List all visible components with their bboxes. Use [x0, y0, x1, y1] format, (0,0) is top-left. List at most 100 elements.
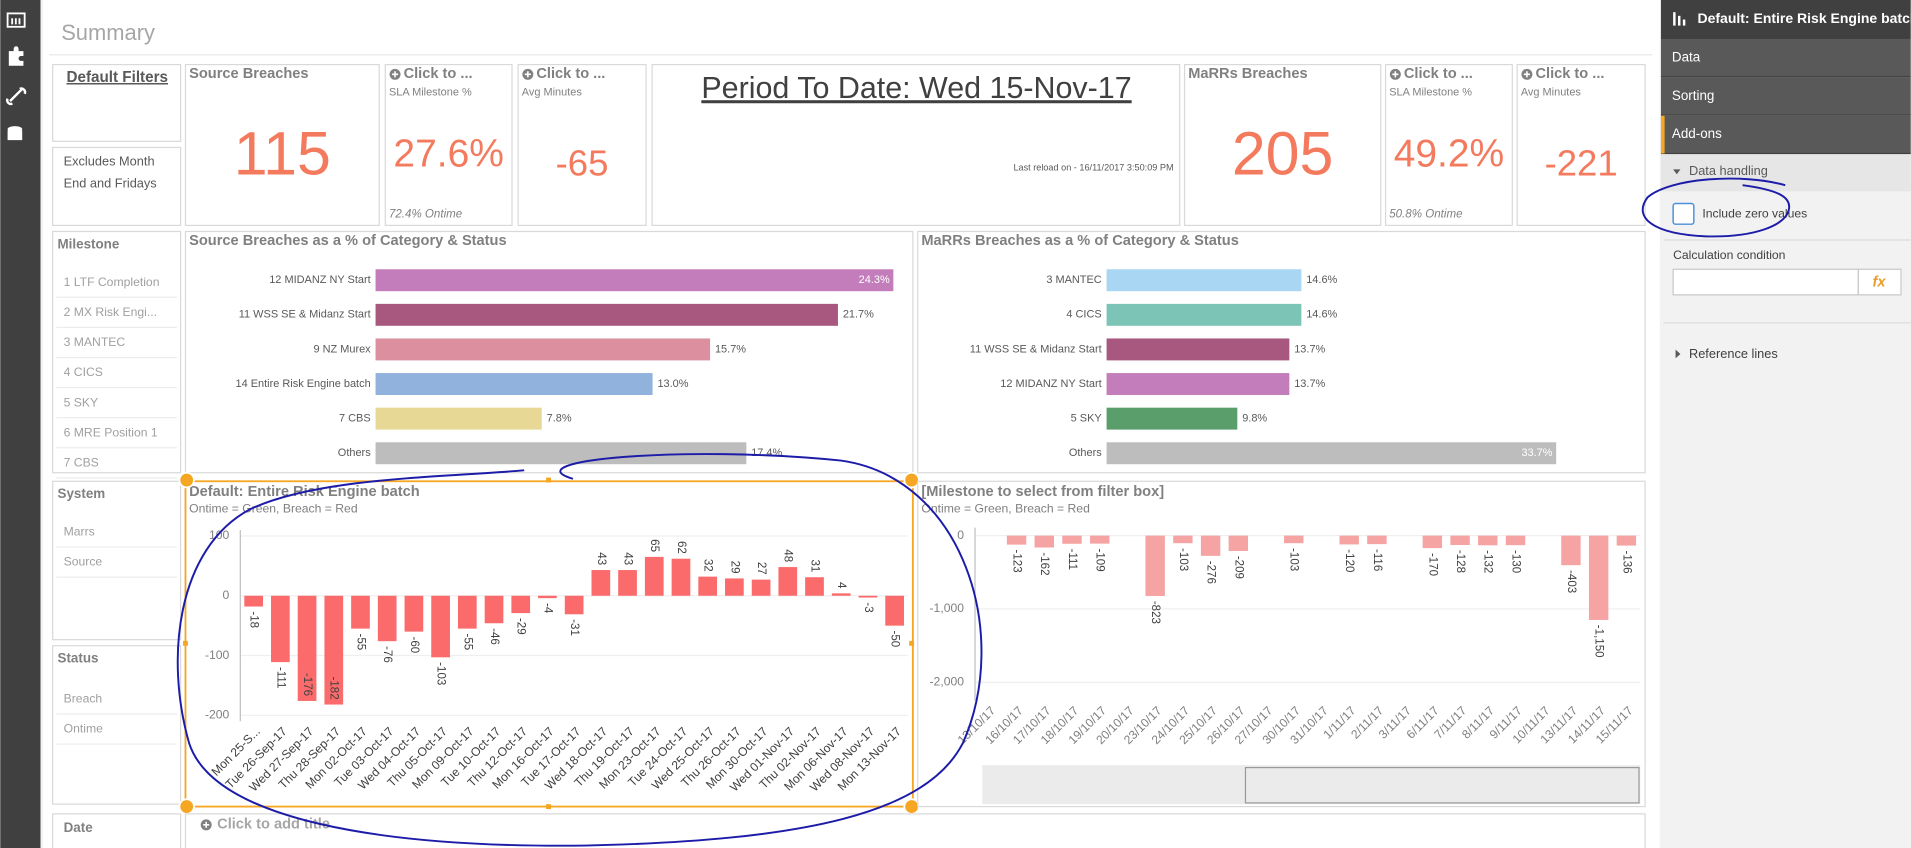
resize-handle-small[interactable] [183, 640, 188, 646]
resize-handle[interactable] [178, 471, 195, 489]
bar[interactable] [1106, 373, 1290, 396]
bar[interactable] [671, 558, 691, 596]
bar[interactable] [538, 595, 557, 599]
toolbar-icon[interactable] [6, 12, 26, 28]
bar[interactable] [511, 595, 531, 614]
tab-label[interactable]: Data [1672, 49, 1701, 64]
bar[interactable] [1006, 535, 1027, 545]
resize-handle-small[interactable] [546, 477, 551, 483]
resize-handle[interactable] [903, 798, 920, 815]
bar[interactable] [1062, 535, 1082, 544]
bar[interactable] [858, 595, 878, 598]
bar[interactable] [1616, 535, 1637, 546]
milestone-item[interactable]: 2 MX Risk Engi... [64, 305, 157, 319]
bar[interactable] [375, 442, 747, 465]
bar[interactable] [431, 595, 450, 658]
bar[interactable] [375, 269, 894, 292]
bar[interactable] [1505, 535, 1526, 546]
bar[interactable] [297, 595, 317, 701]
bar[interactable] [831, 593, 851, 596]
bar[interactable] [1561, 535, 1581, 566]
bar[interactable] [1228, 535, 1249, 551]
bar[interactable] [805, 577, 824, 596]
status-item[interactable]: Breach [64, 692, 103, 706]
bar[interactable] [375, 373, 653, 396]
milestone-item[interactable]: 7 CBS [64, 455, 99, 469]
resize-handle[interactable] [903, 471, 920, 489]
bar[interactable] [1106, 338, 1290, 361]
bar[interactable] [618, 570, 637, 596]
kpi-title[interactable]: Click to ... [1535, 66, 1604, 82]
bar[interactable] [1339, 535, 1359, 545]
bar[interactable] [698, 576, 718, 596]
resize-handle-small[interactable] [546, 804, 551, 810]
bar[interactable] [1106, 269, 1302, 292]
bar[interactable] [1034, 535, 1054, 548]
bar[interactable] [1367, 535, 1387, 545]
system-item[interactable]: Marrs [64, 525, 95, 539]
bar[interactable] [1106, 407, 1238, 430]
bar[interactable] [564, 595, 584, 615]
date-title: Date [64, 820, 93, 835]
bar[interactable] [725, 578, 744, 596]
bar[interactable] [1478, 535, 1498, 546]
bar[interactable] [484, 595, 504, 624]
milestone-item[interactable]: 5 SKY [64, 395, 99, 409]
kpi-title[interactable]: Click to ... [536, 66, 605, 82]
milestone-item[interactable]: 4 CICS [64, 365, 103, 379]
value-label: -823 [1149, 601, 1161, 624]
bar[interactable] [1588, 535, 1609, 620]
kpi-title[interactable]: Click to ... [1404, 66, 1473, 82]
resize-handle-small[interactable] [909, 640, 915, 646]
bar[interactable] [377, 595, 397, 642]
bar[interactable] [1422, 535, 1443, 549]
bar[interactable] [375, 303, 838, 326]
system-item[interactable]: Source [64, 555, 103, 569]
calc-input[interactable] [1672, 268, 1859, 296]
bar[interactable] [324, 595, 344, 705]
bar[interactable] [1090, 535, 1110, 544]
bar[interactable] [644, 556, 664, 596]
scroll-thumb[interactable] [1244, 766, 1640, 804]
bar[interactable] [1145, 535, 1165, 596]
tab[interactable] [1660, 77, 1911, 116]
kpi-title[interactable]: Click to ... [404, 66, 473, 82]
bar[interactable] [1106, 303, 1302, 326]
checkbox[interactable] [1672, 202, 1695, 225]
milestone-item[interactable]: 1 LTF Completion [64, 275, 160, 289]
bar[interactable] [1450, 535, 1470, 546]
toolbar-icon[interactable] [6, 87, 27, 106]
bar[interactable] [244, 595, 264, 607]
status-item[interactable]: Ontime [64, 722, 103, 736]
bar[interactable] [375, 407, 542, 430]
resize-handle[interactable] [178, 798, 195, 815]
add-title[interactable]: Click to add title [217, 817, 330, 833]
bar[interactable] [1106, 442, 1557, 465]
fx-button[interactable] [1857, 268, 1902, 296]
bar[interactable] [271, 595, 290, 663]
bar[interactable] [1284, 535, 1304, 544]
bar[interactable] [404, 595, 424, 632]
bar[interactable] [1173, 535, 1193, 544]
tab[interactable] [1660, 115, 1911, 154]
bar[interactable] [351, 595, 370, 629]
toolbar-icon[interactable] [8, 46, 24, 66]
milestone-item[interactable]: 6 MRE Position 1 [64, 425, 158, 439]
section-header[interactable] [1660, 154, 1911, 192]
tab-label[interactable]: Add-ons [1672, 126, 1722, 141]
tab-label[interactable]: Sorting [1672, 88, 1714, 103]
section-title[interactable]: Data handling [1689, 163, 1768, 178]
add-icon-plus [1392, 71, 1399, 78]
milestone-item[interactable]: 3 MANTEC [64, 335, 126, 349]
bar[interactable] [1200, 535, 1221, 556]
section-title[interactable]: Reference lines [1689, 346, 1778, 361]
category-label: Others [338, 447, 371, 459]
bar[interactable] [375, 338, 711, 361]
bar[interactable] [885, 595, 904, 626]
bar[interactable] [751, 579, 771, 596]
tab[interactable] [1660, 38, 1911, 77]
bar[interactable] [457, 595, 477, 629]
bar[interactable] [778, 567, 798, 596]
fx-label[interactable]: fx [1873, 275, 1887, 291]
bar[interactable] [591, 570, 611, 596]
